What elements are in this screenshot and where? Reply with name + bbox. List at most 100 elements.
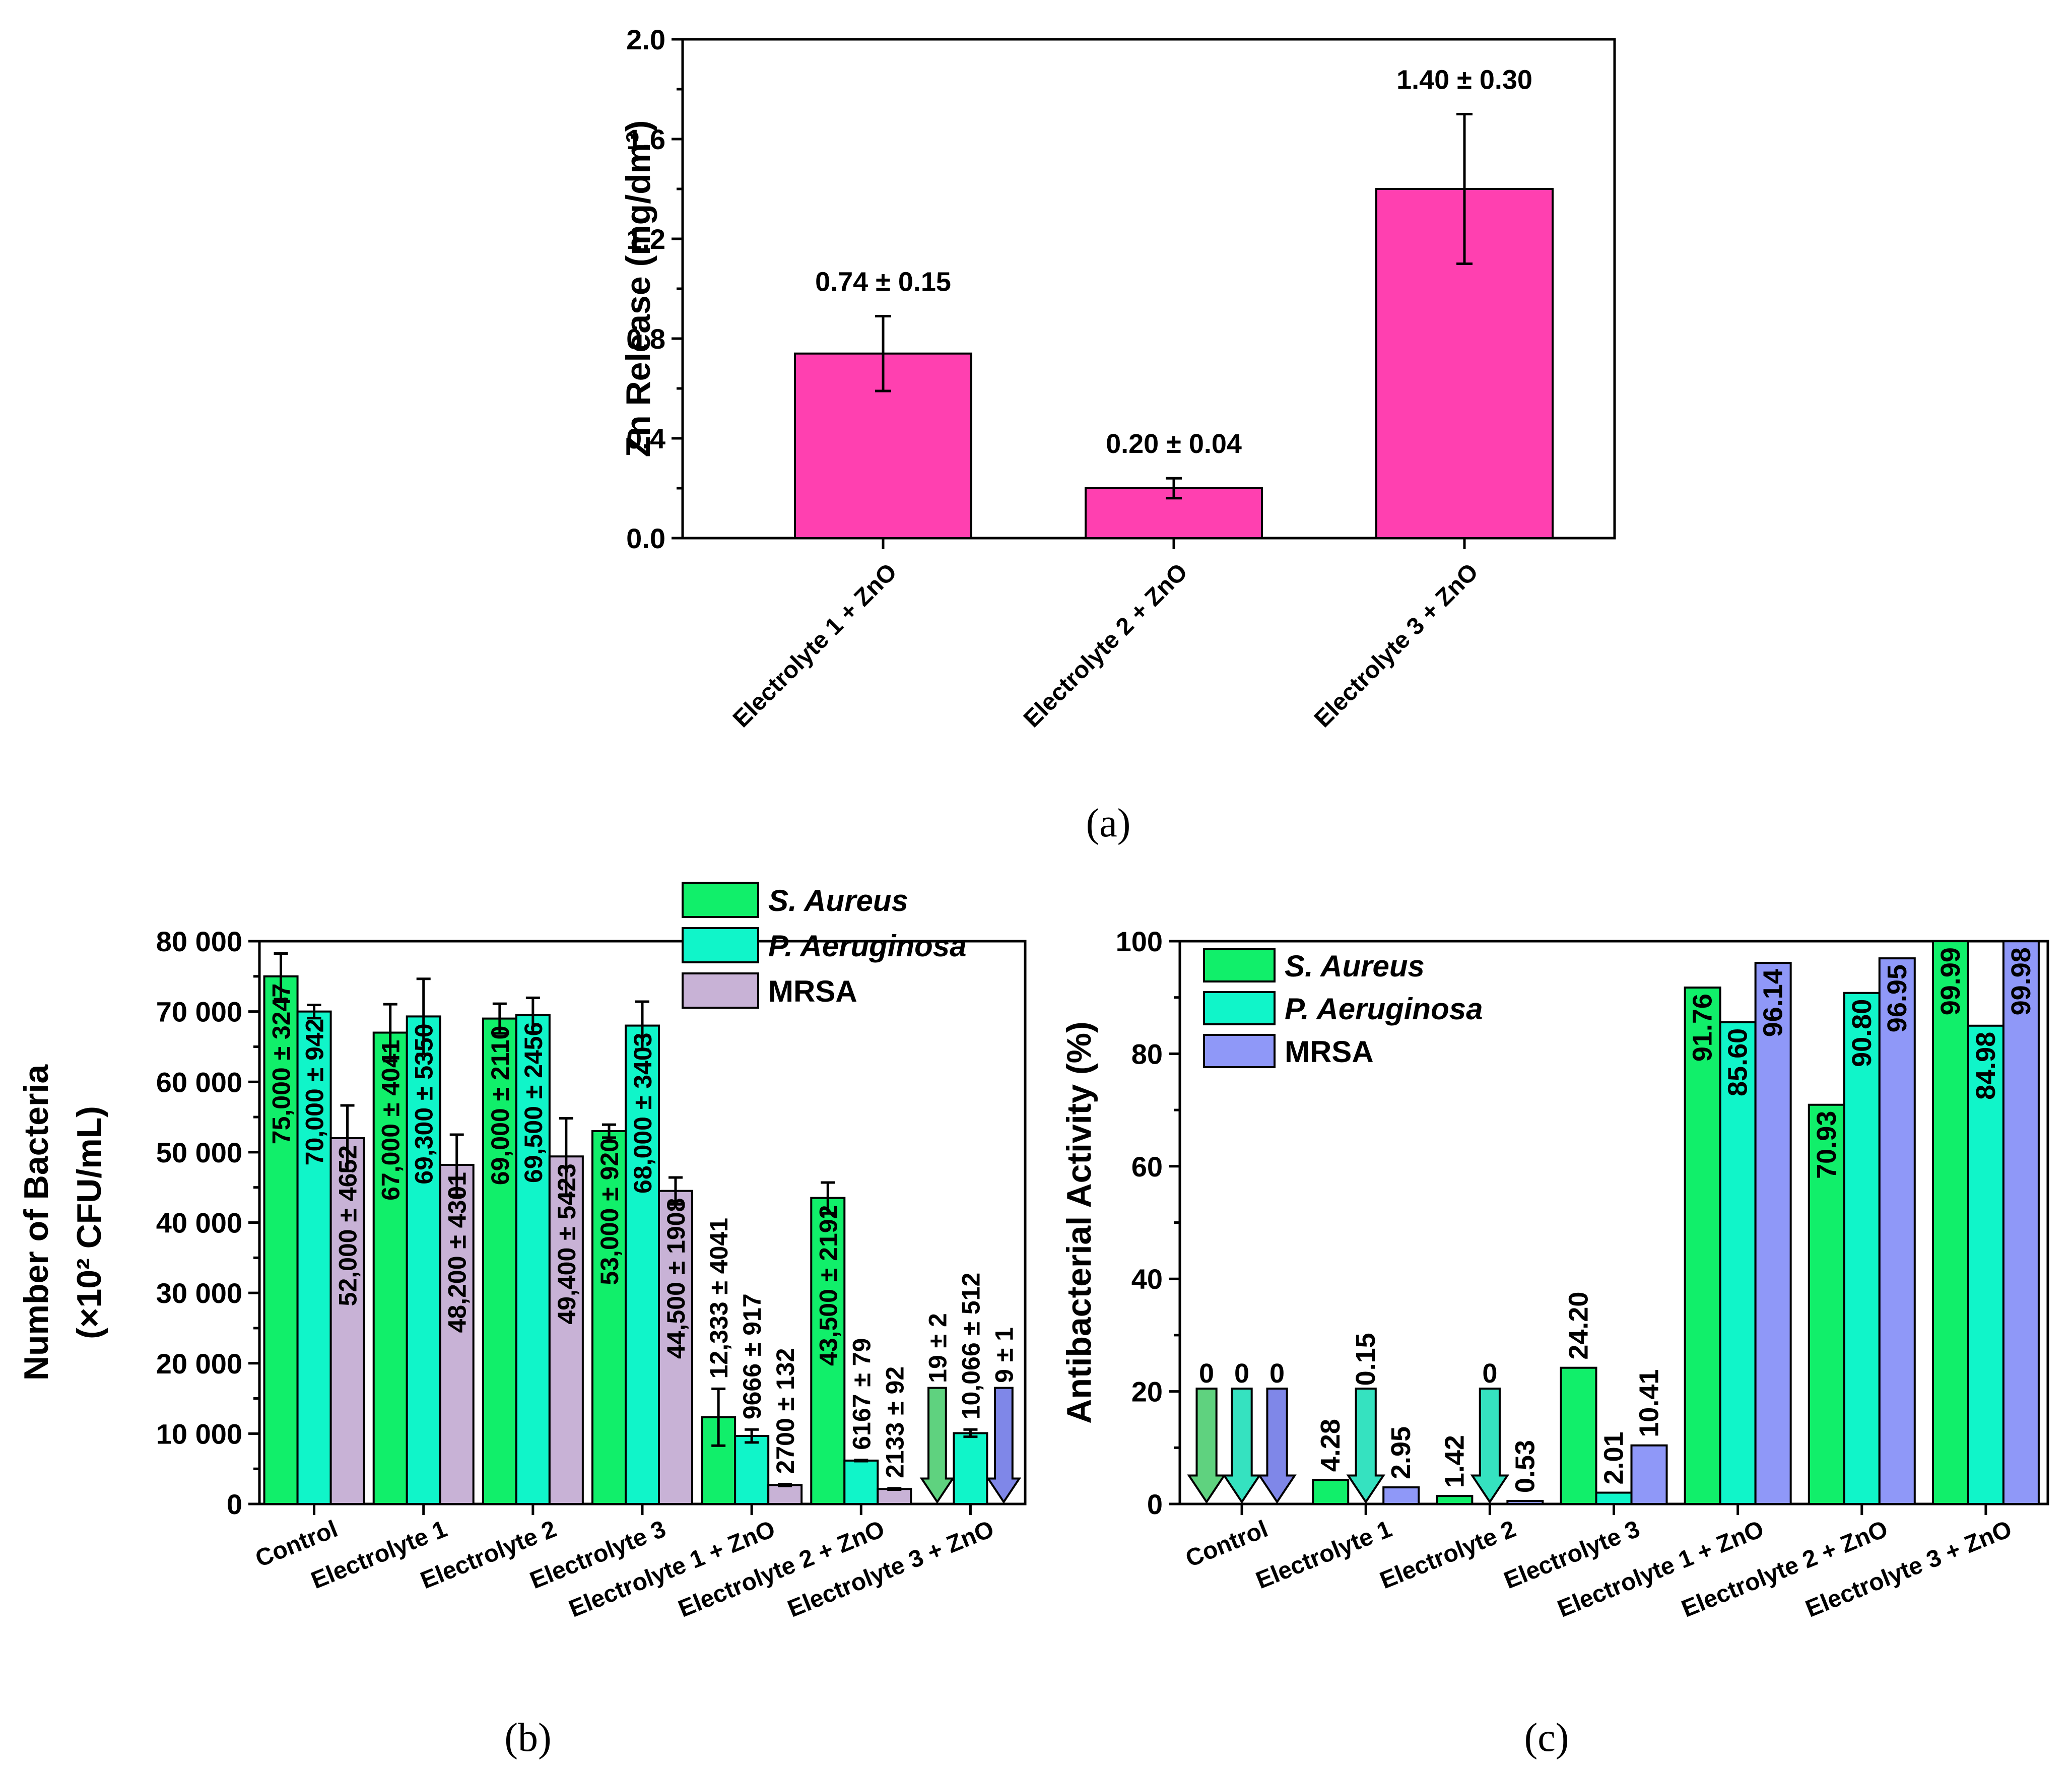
panel-c-legend-entry: S. Aureus bbox=[1285, 949, 1425, 983]
panel-b-near-zero-arrow bbox=[986, 1387, 1022, 1504]
panel-b-value-label: 48,200 ± 4301 bbox=[443, 1172, 472, 1333]
panel-b-axes: 0 10 000 20 000 30 000 40 000 50 000 60 000 70 … bbox=[156, 926, 1027, 1520]
panel-a-ytick-label: 0.4 bbox=[626, 423, 665, 454]
panel-c-label: (c) bbox=[1524, 1716, 1569, 1760]
panel-b-value-label: 43,500 ± 2192 bbox=[814, 1205, 842, 1366]
panel-b-y-axis-title-line1: Number of Bacteria bbox=[17, 1064, 55, 1381]
panel-c-value-label: 0 bbox=[1234, 1358, 1249, 1389]
panel-b-bar bbox=[296, 1010, 332, 1505]
panel-c-value-label: 2.95 bbox=[1386, 1426, 1416, 1479]
panel-c-value-label: 0.15 bbox=[1351, 1333, 1381, 1386]
panel-a-value-label: 0.20 ± 0.04 bbox=[1106, 429, 1242, 459]
panel-c-value-label: 99.99 bbox=[1935, 947, 1966, 1015]
panel-b-ytick-label: 30 000 bbox=[156, 1277, 242, 1309]
panel-c-bar bbox=[1312, 1479, 1350, 1505]
panel-c-ytick-label: 40 bbox=[1131, 1263, 1163, 1295]
panel-b-value-label: 44,500 ± 1908 bbox=[662, 1198, 690, 1359]
panel-c-ytick-label: 0 bbox=[1147, 1488, 1163, 1520]
panel-c-value-label: 1.42 bbox=[1439, 1435, 1469, 1488]
panel-a-ytick-label: 0.8 bbox=[626, 323, 665, 355]
panel-b-value-label: 75,000 ± 3247 bbox=[268, 984, 296, 1144]
panel-b-value-label: 69,000 ± 2110 bbox=[486, 1026, 514, 1186]
panel-b-value-label: 10,066 ± 512 bbox=[957, 1273, 985, 1420]
panel-a-value-label: 1.40 ± 0.30 bbox=[1396, 65, 1532, 95]
panel-c-value-label: 2.01 bbox=[1599, 1431, 1629, 1484]
panel-b-value-label: 2700 ± 132 bbox=[771, 1348, 799, 1474]
panel-b-value-label: 53,000 ± 920 bbox=[595, 1138, 624, 1285]
panel-c-legend-entry: MRSA bbox=[1285, 1035, 1374, 1069]
panel-b-near-zero-arrow bbox=[919, 1387, 955, 1504]
panel-c-bar bbox=[1436, 1495, 1474, 1505]
panel-b-ytick-label: 40 000 bbox=[156, 1207, 242, 1239]
panel-a-category-label: Electrolyte 1 + ZnO bbox=[728, 558, 902, 733]
panel-b-bar bbox=[877, 1488, 912, 1505]
panel-b-legend-swatch bbox=[682, 927, 759, 963]
panel-c-category-label: Electrolyte 1 + ZnO bbox=[1554, 1516, 1768, 1623]
panel-c-bar bbox=[1754, 962, 1792, 1505]
panel-c-bar bbox=[1684, 987, 1721, 1505]
panel-c-bar bbox=[1595, 1491, 1633, 1505]
panel-c-legend-swatch bbox=[1203, 991, 1276, 1025]
panel-c-legend: S. Aureus P. Aeruginosa MRSA bbox=[1203, 948, 1483, 1069]
panel-b-bar bbox=[734, 1435, 770, 1505]
panel-b-legend: S. Aureus P. Aeruginosa MRSA bbox=[682, 882, 966, 1009]
panel-c-bar bbox=[2002, 940, 2040, 1505]
panel-b-value-label: 69,300 ± 5350 bbox=[410, 1023, 438, 1184]
panel-c-legend-swatch bbox=[1203, 1034, 1276, 1068]
panel-c-zero-arrow bbox=[1187, 1388, 1226, 1504]
panel-c-bar bbox=[1719, 1021, 1757, 1505]
panel-c-value-label: 4.28 bbox=[1315, 1419, 1346, 1472]
panel-c-value-label: 84.98 bbox=[1971, 1032, 2001, 1100]
panel-c-category-label: Electrolyte 1 bbox=[1252, 1516, 1396, 1594]
panel-b-value-label: 9666 ± 917 bbox=[738, 1293, 766, 1419]
panel-b-legend-entry: P. Aeruginosa bbox=[768, 929, 966, 963]
panel-b-legend-entry: S. Aureus bbox=[768, 884, 908, 917]
panel-c-category-label: Electrolyte 3 + ZnO bbox=[1802, 1516, 2016, 1623]
panel-c-bar bbox=[1630, 1444, 1668, 1505]
panel-c-category-label: Control bbox=[1182, 1516, 1272, 1572]
panel-b-legend-swatch bbox=[682, 882, 759, 918]
panel-c-value-label: 91.76 bbox=[1688, 994, 1718, 1062]
panel-b-value-label: 2133 ± 92 bbox=[881, 1366, 909, 1478]
panel-b-ytick-label: 60 000 bbox=[156, 1066, 242, 1098]
panel-c-value-label: 0 bbox=[1269, 1358, 1285, 1389]
panel-c-value-label: 24.20 bbox=[1564, 1292, 1594, 1360]
panel-c-category-label: Electrolyte 2 bbox=[1376, 1516, 1520, 1594]
panel-b-bar bbox=[439, 1164, 475, 1505]
panel-c-bar bbox=[1931, 940, 1969, 1505]
panel-c-y-axis-title: Antibacterial Activity (%) bbox=[1060, 1021, 1098, 1424]
panel-b-value-label: 68,000 ± 3403 bbox=[629, 1033, 657, 1194]
panel-b-value-label: 9 ± 1 bbox=[990, 1327, 1018, 1383]
panel-c-value-label: 96.95 bbox=[1882, 964, 1912, 1032]
panel-a-ytick-label: 1.2 bbox=[626, 223, 665, 255]
panel-c-ytick-label: 60 bbox=[1131, 1151, 1163, 1183]
panel-c-value-label: 70.93 bbox=[1812, 1111, 1842, 1179]
panel-c-bar bbox=[1560, 1366, 1597, 1505]
panel-b-value-label: 6167 ± 79 bbox=[847, 1338, 876, 1450]
panel-b-value-label: 19 ± 2 bbox=[923, 1313, 952, 1383]
panel-c-ytick-label: 100 bbox=[1116, 926, 1163, 957]
panel-c-ytick-label: 80 bbox=[1131, 1038, 1163, 1070]
panel-c-ytick-label: 20 bbox=[1131, 1376, 1163, 1408]
panel-a-label: (a) bbox=[1086, 801, 1131, 845]
panel-c-value-label: 99.98 bbox=[2006, 947, 2036, 1015]
panel-c-value-label: 96.14 bbox=[1758, 969, 1788, 1037]
panel-b-bar bbox=[406, 1015, 441, 1505]
panel-b-ytick-label: 0 bbox=[227, 1488, 242, 1520]
panel-b-value-label: 67,000 ± 4041 bbox=[377, 1040, 405, 1201]
panel-c-bar bbox=[1506, 1500, 1544, 1505]
panel-c-bar bbox=[1382, 1486, 1420, 1505]
panel-c-value-label: 0.53 bbox=[1510, 1440, 1540, 1493]
panel-c-value-label: 0 bbox=[1199, 1358, 1214, 1389]
panel-b-bar bbox=[658, 1190, 693, 1505]
panel-c-value-label: 90.80 bbox=[1847, 999, 1877, 1067]
panel-c-bar bbox=[1808, 1103, 1845, 1505]
panel-c-zero-arrow bbox=[1222, 1388, 1261, 1504]
panel-c-category-label: Electrolyte 2 + ZnO bbox=[1678, 1516, 1892, 1623]
panel-b-bar bbox=[953, 1432, 988, 1505]
panel-b-ytick-label: 80 000 bbox=[156, 926, 242, 957]
panel-b-ytick-label: 20 000 bbox=[156, 1348, 242, 1380]
panel-a-category-label: Electrolyte 2 + ZnO bbox=[1019, 558, 1193, 733]
panel-b-value-label: 49,400 ± 5423 bbox=[553, 1163, 581, 1324]
